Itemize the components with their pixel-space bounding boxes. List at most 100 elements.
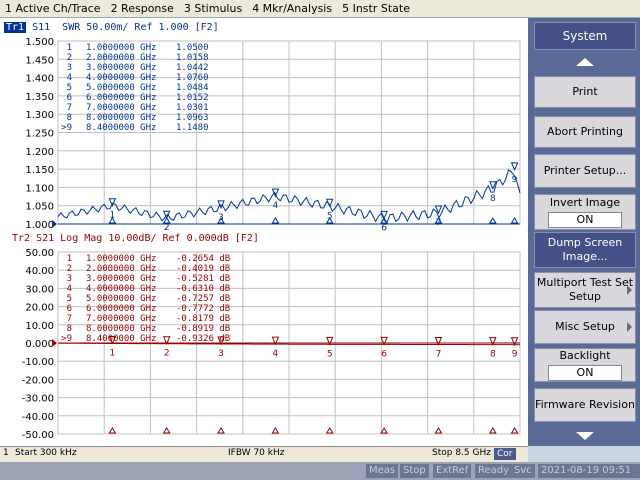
trace2-marker-label: 8 bbox=[490, 350, 496, 360]
trace2-marker-2[interactable] bbox=[162, 336, 171, 346]
trace1-marker-4[interactable] bbox=[271, 188, 280, 198]
trace2-marker-7[interactable] bbox=[434, 336, 443, 346]
trace1-marker-table-value: 1.0484 bbox=[176, 83, 209, 93]
menu-instr-state[interactable]: 5 Instr State bbox=[342, 2, 410, 15]
trace1-marker-table-freq: 3.0000000 GHz bbox=[86, 63, 156, 73]
trace2-marker-3[interactable] bbox=[217, 336, 225, 346]
trace2-y-tick-label: -40.00 bbox=[22, 412, 54, 423]
softkey-misc-setup[interactable]: Misc Setup bbox=[534, 310, 636, 344]
trace1-y-tick-label: 1.050 bbox=[25, 202, 54, 213]
trace2-marker-table-value: -0.7772 dB bbox=[176, 304, 230, 314]
trace2-marker-tick-icon bbox=[217, 427, 225, 434]
trace1-marker-table-num: 1 bbox=[67, 43, 72, 53]
trace1-marker-7[interactable] bbox=[434, 205, 443, 215]
ifbw-value[interactable]: IFBW 70 kHz bbox=[228, 448, 285, 458]
menu-response[interactable]: 2 Response bbox=[110, 2, 174, 15]
softkey-label: Print bbox=[572, 85, 598, 98]
softkey-system-title[interactable]: System bbox=[534, 22, 636, 50]
trace1-marker-label: 2 bbox=[164, 223, 170, 233]
trace1-marker-table-value: 1.0963 bbox=[176, 113, 209, 123]
trace2-marker-9[interactable] bbox=[510, 337, 519, 346]
trace1-marker-label: 6 bbox=[381, 223, 387, 233]
trace2-marker-label: 5 bbox=[327, 349, 333, 359]
trace1-marker-tick-icon bbox=[380, 217, 388, 224]
softkey-state: ON bbox=[548, 365, 622, 381]
status-stop: Stop bbox=[400, 464, 429, 478]
trace2-marker-table-freq: 5.0000000 GHz bbox=[86, 294, 156, 304]
trace2-marker-table-freq: 7.0000000 GHz bbox=[86, 314, 156, 324]
trace1-marker-table-num: 5 bbox=[67, 83, 72, 93]
trace1-marker-table-value: 1.0760 bbox=[176, 73, 209, 83]
trace2-marker-table-freq: 6.0000000 GHz bbox=[86, 304, 156, 314]
trace2-marker-table-num: >9 bbox=[61, 334, 72, 344]
trace1-marker-table-freq: 4.0000000 GHz bbox=[86, 73, 156, 83]
trace1-marker-table-freq: 7.0000000 GHz bbox=[86, 103, 156, 113]
trace1-marker-9[interactable] bbox=[510, 162, 519, 172]
trace2-marker-tick-icon bbox=[488, 427, 497, 434]
trace1-marker-table-value: 1.0152 bbox=[176, 93, 209, 103]
trace2-marker-6[interactable] bbox=[380, 336, 388, 346]
scroll-up-arrow-icon[interactable] bbox=[576, 58, 594, 66]
trace1-marker-table-freq: 8.4000000 GHz bbox=[86, 123, 156, 133]
trace2-marker-table-value: -0.9326 dB bbox=[176, 334, 230, 344]
softkey-printer-setup[interactable]: Printer Setup... bbox=[534, 154, 636, 188]
trace2-header[interactable]: Tr2 S21 Log Mag 10.00dB/ Ref 0.000dB [F2… bbox=[12, 233, 259, 244]
stimulus-bar: 1 Start 300 kHz IFBW 70 kHz Stop 8.5 GHz… bbox=[0, 446, 528, 462]
trace2-y-tick-label: 50.00 bbox=[25, 248, 54, 259]
channel-number: 1 bbox=[3, 448, 9, 458]
status-bar: Meas Stop ExtRef Ready Svc 2021-08-19 09… bbox=[0, 462, 640, 480]
trace1-marker-1[interactable] bbox=[108, 198, 117, 207]
trace2-marker-table-freq: 8.0000000 GHz bbox=[86, 324, 156, 334]
start-frequency[interactable]: Start 300 kHz bbox=[15, 448, 77, 458]
trace1-marker-table-freq: 8.0000000 GHz bbox=[86, 113, 156, 123]
trace2-marker-1[interactable] bbox=[108, 335, 117, 345]
softkey-firmware-revision[interactable]: Firmware Revision bbox=[534, 388, 636, 422]
trace1-marker-tick-icon bbox=[108, 217, 117, 224]
scroll-down-arrow-icon[interactable] bbox=[576, 432, 594, 440]
trace2-reference-arrow-icon bbox=[52, 339, 57, 347]
softkey-label: Misc Setup bbox=[555, 320, 615, 333]
trace1-badge[interactable]: Tr1 bbox=[4, 22, 27, 33]
trace2-marker-label: 4 bbox=[273, 349, 279, 359]
trace2-y-tick-label: 30.00 bbox=[25, 284, 54, 295]
trace2-marker-label: 7 bbox=[436, 349, 442, 359]
trace2-marker-8[interactable] bbox=[489, 337, 497, 346]
trace1-marker-table-freq: 5.0000000 GHz bbox=[86, 83, 156, 93]
trace2-marker-table-value: -0.7257 dB bbox=[176, 294, 230, 304]
trace2-marker-table-value: -0.8179 dB bbox=[176, 314, 230, 324]
softkey-invert-image[interactable]: Invert Image ON bbox=[534, 194, 636, 230]
trace2-marker-table-value: -0.2654 dB bbox=[176, 254, 230, 264]
softkey-label: System bbox=[562, 29, 608, 43]
menu-mkr-analysis[interactable]: 4 Mkr/Analysis bbox=[252, 2, 333, 15]
trace1-marker-3[interactable] bbox=[217, 200, 225, 210]
trace1-marker-5[interactable] bbox=[325, 198, 334, 208]
trace1-marker-label: 8 bbox=[490, 194, 496, 204]
trace2-marker-table-freq: 3.0000000 GHz bbox=[86, 274, 156, 284]
menu-stimulus[interactable]: 3 Stimulus bbox=[183, 2, 243, 15]
trace1-y-tick-label: 1.300 bbox=[25, 110, 54, 121]
softkey-print[interactable]: Print bbox=[534, 76, 636, 108]
softkey-label: Invert Image bbox=[549, 196, 621, 209]
stop-frequency[interactable]: Stop 8.5 GHz bbox=[432, 448, 491, 458]
trace1-marker-table-num: 8 bbox=[67, 113, 72, 123]
status-datetime: 2021-08-19 09:51 bbox=[538, 464, 640, 478]
softkey-backlight[interactable]: Backlight ON bbox=[534, 348, 636, 382]
measurement-display: 1.500 1.450 1.400 1.350 1.300 1.250 1.200 1.150… bbox=[0, 18, 528, 446]
trace1-marker-tick-icon bbox=[325, 217, 334, 224]
trace1-marker-8[interactable] bbox=[489, 181, 497, 191]
trace2-y-tick-label: -50.00 bbox=[22, 430, 54, 441]
trace1-marker-2[interactable] bbox=[162, 210, 171, 220]
trace2-marker-table-value: -0.6310 dB bbox=[176, 284, 230, 294]
trace2-marker-table-value: -0.8919 dB bbox=[176, 324, 230, 334]
trace1-marker-table-value: 1.0442 bbox=[176, 63, 209, 73]
softkey-abort-printing[interactable]: Abort Printing bbox=[534, 116, 636, 148]
softkey-dump-screen-image[interactable]: Dump Screen Image... bbox=[534, 232, 636, 268]
trace1-marker-6[interactable] bbox=[380, 210, 388, 220]
softkey-multiport-test-set[interactable]: Multiport Test Set Setup bbox=[534, 272, 636, 308]
trace1-marker-table-num: 6 bbox=[67, 93, 72, 103]
trace2-marker-5[interactable] bbox=[325, 336, 334, 346]
trace2-marker-table-freq: 4.0000000 GHz bbox=[86, 284, 156, 294]
correction-badge: Cor bbox=[494, 448, 516, 460]
trace2-marker-4[interactable] bbox=[271, 336, 280, 346]
menu-active-ch-trace[interactable]: 1 Active Ch/Trace bbox=[5, 2, 101, 15]
